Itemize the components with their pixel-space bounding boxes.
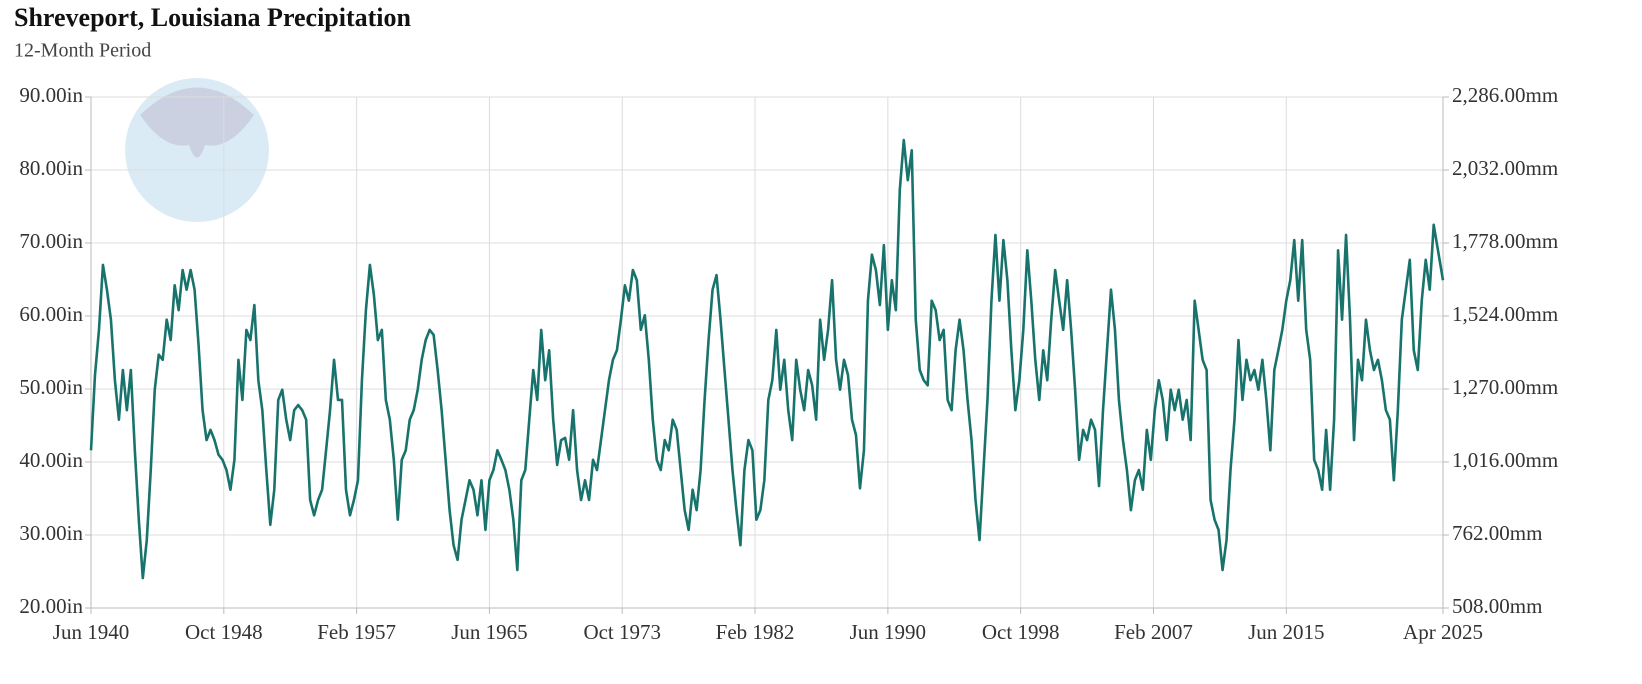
- y-tick-label: 90.00in: [19, 83, 83, 107]
- x-tick-label: Jun 1990: [850, 620, 926, 644]
- x-tick-label: Oct 1998: [982, 620, 1060, 644]
- y2-tick-label: 1,016.00mm: [1452, 448, 1558, 472]
- x-tick-label: Jun 1940: [53, 620, 129, 644]
- y-tick-label: 80.00in: [19, 156, 83, 180]
- precip-line: [89, 138, 1445, 580]
- y2-tick-label: 2,032.00mm: [1452, 156, 1558, 180]
- y2-tick-label: 1,778.00mm: [1452, 229, 1558, 253]
- x-tick-label: Apr 2025: [1403, 620, 1483, 644]
- x-tick-label: Oct 1973: [583, 620, 661, 644]
- y2-tick-label: 1,270.00mm: [1452, 375, 1558, 399]
- noaa-logo: [125, 78, 269, 222]
- x-tick-label: Oct 1948: [185, 620, 263, 644]
- y-tick-label: 30.00in: [19, 521, 83, 545]
- y2-tick-label: 762.00mm: [1452, 521, 1542, 545]
- x-tick-label: Jun 1965: [451, 620, 527, 644]
- x-tick-label: Jun 2015: [1248, 620, 1324, 644]
- chart-subtitle: 12-Month Period: [14, 40, 151, 62]
- y-tick-label: 40.00in: [19, 448, 83, 472]
- x-tick-label: Feb 2007: [1114, 620, 1193, 644]
- y-tick-label: 60.00in: [19, 302, 83, 326]
- y2-tick-label: 1,524.00mm: [1452, 302, 1558, 326]
- chart-title: Shreveport, Louisiana Precipitation: [14, 3, 412, 32]
- x-tick-label: Feb 1957: [317, 620, 396, 644]
- x-tick-label: Feb 1982: [716, 620, 795, 644]
- y2-tick-label: 508.00mm: [1452, 594, 1542, 618]
- y2-tick-label: 2,286.00mm: [1452, 83, 1558, 107]
- y-tick-label: 20.00in: [19, 594, 83, 618]
- y-tick-label: 70.00in: [19, 229, 83, 253]
- y-tick-label: 50.00in: [19, 375, 83, 399]
